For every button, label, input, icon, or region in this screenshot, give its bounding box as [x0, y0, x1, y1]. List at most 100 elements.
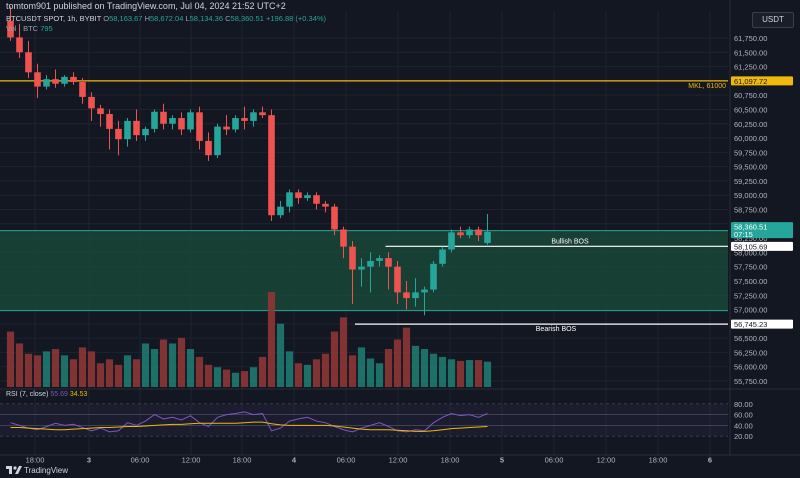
candle-body [25, 52, 32, 73]
volume-bar [375, 363, 384, 387]
volume-bar [420, 349, 429, 387]
publisher-text: tomtom901 published on TradingView.com, … [6, 1, 286, 11]
time-tick-label: 06:00 [131, 456, 150, 465]
volume-bar [114, 364, 123, 387]
candle-body [61, 76, 68, 84]
symbol-name[interactable]: BTCUSDT SPOT, 1h, BYBIT [6, 14, 102, 23]
candle-body [169, 118, 176, 124]
candle-body [349, 246, 356, 270]
volume-label[interactable]: Vol · BTC [6, 24, 39, 33]
price-tick-label: 56,500.00 [734, 334, 767, 343]
symbol-legend: BTCUSDT SPOT, 1h, BYBIT O58,163.67 H58,6… [6, 14, 326, 34]
bearish-bos-price-tag-bg [731, 319, 793, 329]
candle-body [250, 112, 257, 121]
time-tick-label: 3 [87, 456, 91, 465]
candle-body [358, 266, 365, 270]
volume-bar [132, 359, 141, 387]
candle-body [394, 266, 401, 293]
candle-body [448, 232, 455, 250]
candle-body [241, 118, 248, 121]
volume-bar [483, 361, 492, 387]
price-tick-label: 59,500.00 [734, 163, 767, 172]
change-value: +196.88 (+0.34%) [266, 14, 327, 23]
candle-body [259, 112, 266, 116]
mkl-price-tag: 61,097.72 [734, 77, 767, 86]
close-label: C [225, 14, 231, 23]
price-tick-label: 58,750.00 [734, 206, 767, 215]
volume-bar [258, 356, 267, 387]
volume-bar [474, 360, 483, 387]
last-price-tag: 58,360.51 [734, 223, 767, 232]
rsi-ma-value: 34.53 [69, 391, 88, 398]
candle-body [79, 82, 86, 97]
volume-bar [366, 358, 375, 387]
volume-bar [141, 343, 150, 387]
candle-body [142, 128, 149, 136]
candle-body [43, 79, 50, 87]
volume-bar [87, 351, 96, 387]
low-label: L [185, 14, 190, 23]
volume-bar [159, 339, 168, 387]
bullish-bos-price-tag-bg [731, 241, 793, 251]
open-label: O [103, 14, 110, 23]
bearish-bos-label: Bearish BOS [536, 326, 577, 333]
time-tick-label: 4 [292, 456, 297, 465]
candle-body [421, 289, 428, 293]
candle-body [457, 232, 464, 236]
volume-bar [357, 347, 366, 387]
candle-body [475, 229, 482, 236]
candle-body [403, 292, 410, 299]
volume-bar [303, 364, 312, 387]
rsi-legend: RSI (7, close) 55.69 34.53 [6, 391, 87, 398]
rsi-ma-line [10, 421, 488, 432]
volume-bar [339, 317, 348, 387]
time-tick-label: 12:00 [182, 456, 201, 465]
rsi-label[interactable]: RSI (7, close) [6, 391, 49, 398]
price-tick-label: 56,250.00 [734, 348, 767, 357]
volume-bar [24, 353, 33, 387]
candle-body [16, 37, 23, 53]
candle-body [484, 231, 491, 244]
candle-body [133, 120, 140, 136]
candle-body [430, 263, 437, 290]
bullish-bos-label: Bullish BOS [551, 238, 589, 245]
candle-body [295, 192, 302, 199]
price-tick-label: 60,000.00 [734, 134, 767, 143]
price-tick-label: 59,000.00 [734, 191, 767, 200]
volume-bar [447, 359, 456, 387]
volume-bar [222, 369, 231, 387]
candle-body [322, 203, 329, 207]
volume-bar [69, 359, 78, 387]
volume-bar [150, 349, 159, 387]
currency-button[interactable]: USDT [752, 12, 794, 28]
last-price-tag-countdown: 07:15 [734, 230, 753, 239]
candle-body [151, 111, 158, 129]
rsi-tick-label: 80.00 [734, 400, 753, 409]
candle-body [187, 112, 194, 130]
volume-bar [267, 292, 276, 387]
volume-bar [204, 364, 213, 387]
volume-bar [312, 359, 321, 387]
price-tick-label: 59,250.00 [734, 177, 767, 186]
volume-bar [186, 349, 195, 387]
rsi-tick-label: 40.00 [734, 421, 753, 430]
time-tick-label: 18:00 [441, 456, 460, 465]
candle-body [160, 111, 167, 124]
volume-bar [123, 355, 132, 387]
time-tick-label: 18:00 [233, 456, 252, 465]
candle-body [439, 249, 446, 264]
price-tick-label: 55,750.00 [734, 377, 767, 386]
price-tick-label: 60,250.00 [734, 120, 767, 129]
volume-bar [42, 351, 51, 387]
volume-bar [195, 356, 204, 387]
volume-bar [105, 359, 114, 387]
candle-body [286, 192, 293, 207]
close-value: 58,360.51 [230, 14, 264, 23]
bullish-bos-price-tag: 58,105.69 [734, 242, 767, 251]
volume-bar [276, 323, 285, 387]
volume-bar [231, 372, 240, 387]
price-tick-label: 61,750.00 [734, 34, 767, 43]
candle-body [331, 206, 338, 230]
candle-body [52, 79, 59, 84]
